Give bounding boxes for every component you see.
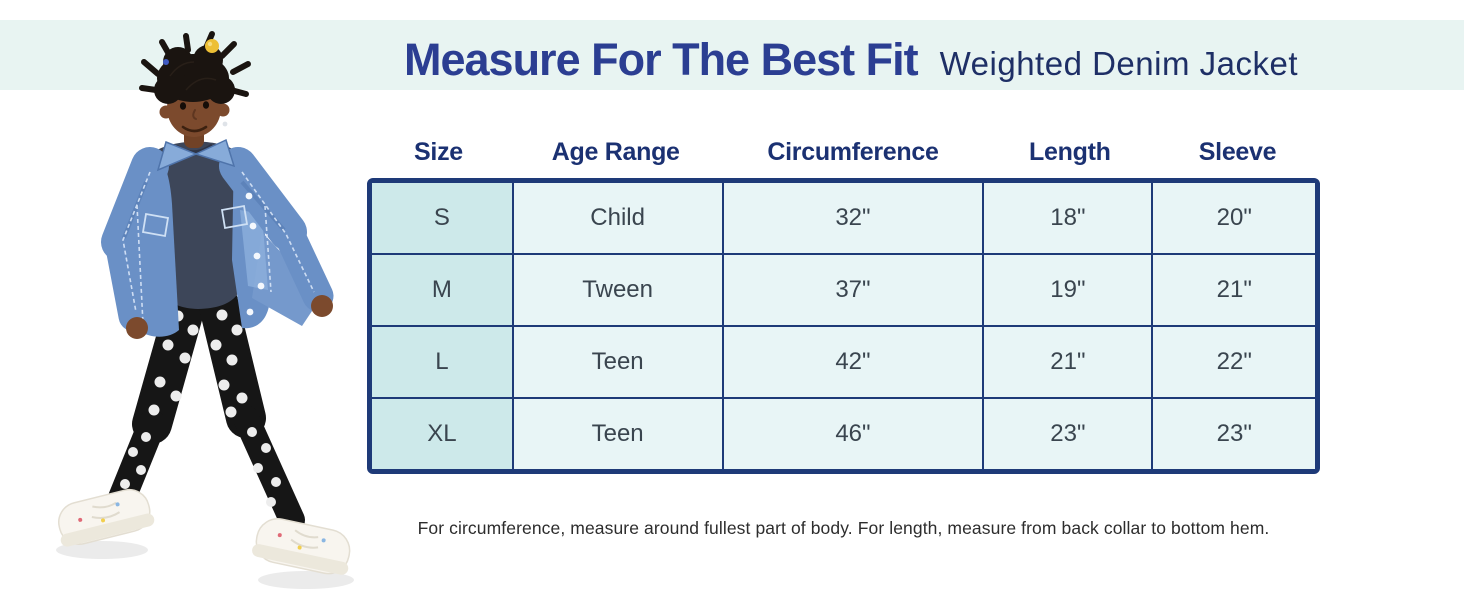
- table-cell: 19": [982, 253, 1154, 327]
- model-photo: [0, 0, 380, 600]
- table-row: XL Teen 46" 23" 23": [370, 397, 1317, 471]
- size-cell: XL: [370, 397, 514, 471]
- chest-pockets: [141, 204, 249, 238]
- column-header-length: Length: [1029, 137, 1111, 166]
- header-band: [0, 20, 1464, 90]
- hair-clip: [163, 59, 169, 65]
- page-title: Measure For The Best Fit: [404, 34, 919, 85]
- table-cell: 37": [721, 253, 985, 327]
- yellow-hair-bobble: [205, 39, 219, 53]
- table-cell: 20": [1151, 181, 1317, 255]
- size-chart: Size Age Range Circumference Length Sleeve S…: [367, 126, 1320, 539]
- size-table-wrap: S Child 32" 18" 20" M Tween 37" 19" 21" L Teen 42" 21…: [367, 178, 1320, 474]
- measurement-footnote: For circumference, measure around fulles…: [417, 518, 1270, 538]
- column-header-age-range: Age Range: [551, 137, 680, 166]
- table-row: L Teen 42" 21" 22": [370, 325, 1317, 399]
- table-cell: 42": [721, 325, 985, 399]
- jacket-buttons: [245, 192, 265, 316]
- polka-dots: [120, 309, 281, 507]
- column-header-size: Size: [414, 137, 463, 166]
- size-table: S Child 32" 18" 20" M Tween 37" 19" 21" L Teen 42" 21…: [370, 181, 1317, 471]
- earring: [222, 121, 228, 127]
- size-cell: S: [370, 181, 514, 255]
- column-header-sleeve: Sleeve: [1198, 137, 1277, 166]
- table-cell: 23": [982, 397, 1154, 471]
- braided-hair: [154, 45, 235, 104]
- table-cell: 21": [1151, 253, 1317, 327]
- page-subtitle: Weighted Denim Jacket: [939, 45, 1298, 82]
- table-cell: Child: [511, 181, 724, 255]
- column-header-circumference: Circumference: [767, 137, 939, 166]
- size-cell: M: [370, 253, 514, 327]
- denim-jacket: [101, 138, 334, 337]
- child-model-illustration: [56, 31, 354, 589]
- jacket-collar: [156, 140, 198, 172]
- table-cell: 22": [1151, 325, 1317, 399]
- table-column-headers: Size Age Range Circumference Length Sleeve: [367, 126, 1320, 178]
- table-cell: Teen: [511, 397, 724, 471]
- table-cell: Teen: [511, 325, 724, 399]
- size-cell: L: [370, 325, 514, 399]
- table-row: S Child 32" 18" 20": [370, 181, 1317, 255]
- right-sneaker: [252, 518, 351, 575]
- header: Measure For The Best Fit Weighted Denim …: [356, 20, 1346, 90]
- table-cell: 21": [982, 325, 1154, 399]
- left-sneaker: [58, 488, 155, 547]
- table-cell: 46": [721, 397, 985, 471]
- table-cell: 23": [1151, 397, 1317, 471]
- table-cell: Tween: [511, 253, 724, 327]
- table-cell: 18": [982, 181, 1154, 255]
- navy-top: [154, 141, 246, 309]
- table-cell: 32": [721, 181, 985, 255]
- table-row: M Tween 37" 19" 21": [370, 253, 1317, 327]
